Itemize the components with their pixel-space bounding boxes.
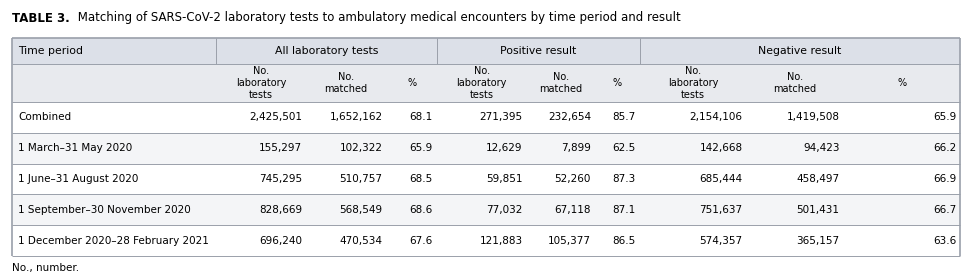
Text: 574,357: 574,357 <box>700 235 742 245</box>
Text: No.
matched: No. matched <box>324 72 368 94</box>
Text: 68.1: 68.1 <box>409 112 433 122</box>
Text: 86.5: 86.5 <box>613 235 636 245</box>
Text: 1 September–30 November 2020: 1 September–30 November 2020 <box>18 205 191 215</box>
Text: 65.9: 65.9 <box>933 112 956 122</box>
Text: All laboratory tests: All laboratory tests <box>275 46 378 56</box>
Text: %: % <box>897 78 906 88</box>
Text: 1 March–31 May 2020: 1 March–31 May 2020 <box>18 143 133 153</box>
Text: 65.9: 65.9 <box>409 143 433 153</box>
Text: TABLE 3.: TABLE 3. <box>12 11 70 24</box>
Text: 12,629: 12,629 <box>486 143 523 153</box>
Text: 271,395: 271,395 <box>479 112 523 122</box>
Text: 155,297: 155,297 <box>258 143 302 153</box>
Text: %: % <box>407 78 416 88</box>
Text: 94,423: 94,423 <box>802 143 839 153</box>
Text: 2,425,501: 2,425,501 <box>249 112 302 122</box>
Text: 1,419,508: 1,419,508 <box>786 112 839 122</box>
Text: No.
laboratory
tests: No. laboratory tests <box>457 66 507 100</box>
Text: %: % <box>613 78 621 88</box>
Text: 77,032: 77,032 <box>486 205 523 215</box>
Text: 696,240: 696,240 <box>258 235 302 245</box>
Text: No.
matched: No. matched <box>773 72 817 94</box>
Text: 458,497: 458,497 <box>797 174 839 184</box>
Bar <box>12 163 960 194</box>
Text: Positive result: Positive result <box>500 46 576 56</box>
Text: 142,668: 142,668 <box>700 143 742 153</box>
Text: 68.6: 68.6 <box>409 205 433 215</box>
Text: 67,118: 67,118 <box>555 205 591 215</box>
Text: No.
laboratory
tests: No. laboratory tests <box>235 66 286 100</box>
Text: 67.6: 67.6 <box>409 235 433 245</box>
Text: No., number.: No., number. <box>12 263 79 273</box>
Text: 751,637: 751,637 <box>700 205 742 215</box>
Text: 85.7: 85.7 <box>613 112 636 122</box>
Text: Matching of SARS-CoV-2 laboratory tests to ambulatory medical encounters by time: Matching of SARS-CoV-2 laboratory tests … <box>74 11 681 24</box>
Text: 87.3: 87.3 <box>613 174 636 184</box>
Text: 63.6: 63.6 <box>933 235 956 245</box>
Text: 66.9: 66.9 <box>933 174 956 184</box>
Text: 1 June–31 August 2020: 1 June–31 August 2020 <box>18 174 138 184</box>
Text: 59,851: 59,851 <box>486 174 523 184</box>
Text: 121,883: 121,883 <box>479 235 523 245</box>
Bar <box>12 38 960 64</box>
Bar <box>12 225 960 256</box>
Text: 87.1: 87.1 <box>613 205 636 215</box>
Bar <box>12 133 960 163</box>
Bar <box>12 194 960 225</box>
Text: 365,157: 365,157 <box>797 235 839 245</box>
Bar <box>12 102 960 133</box>
Text: 2,154,106: 2,154,106 <box>689 112 742 122</box>
Text: 1 December 2020–28 February 2021: 1 December 2020–28 February 2021 <box>18 235 209 245</box>
Text: 62.5: 62.5 <box>613 143 636 153</box>
Text: Combined: Combined <box>18 112 71 122</box>
Text: 1,652,162: 1,652,162 <box>329 112 382 122</box>
Text: 105,377: 105,377 <box>548 235 591 245</box>
Text: 66.7: 66.7 <box>933 205 956 215</box>
Text: Negative result: Negative result <box>758 46 841 56</box>
Text: 510,757: 510,757 <box>340 174 382 184</box>
Text: No.
matched: No. matched <box>539 72 583 94</box>
Text: 745,295: 745,295 <box>258 174 302 184</box>
Text: 568,549: 568,549 <box>340 205 382 215</box>
Text: 52,260: 52,260 <box>555 174 591 184</box>
Text: 68.5: 68.5 <box>409 174 433 184</box>
Text: 232,654: 232,654 <box>548 112 591 122</box>
Text: Time period: Time period <box>18 46 83 56</box>
Text: 66.2: 66.2 <box>933 143 956 153</box>
Text: 685,444: 685,444 <box>700 174 742 184</box>
Text: 102,322: 102,322 <box>340 143 382 153</box>
Text: 501,431: 501,431 <box>797 205 839 215</box>
Bar <box>12 64 960 102</box>
Text: 470,534: 470,534 <box>340 235 382 245</box>
Text: No.
laboratory
tests: No. laboratory tests <box>668 66 718 100</box>
Text: 828,669: 828,669 <box>258 205 302 215</box>
Text: 7,899: 7,899 <box>561 143 591 153</box>
